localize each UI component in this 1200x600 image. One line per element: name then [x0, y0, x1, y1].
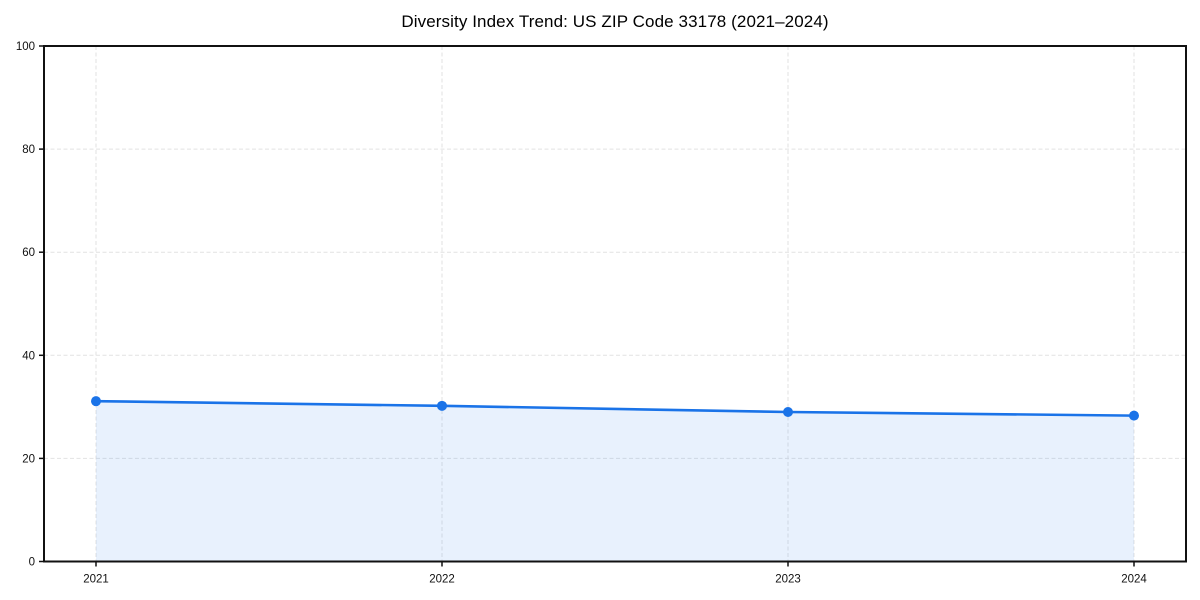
gridlines	[44, 46, 1186, 562]
trend-line	[94, 399, 1136, 417]
data-point-2021	[91, 396, 101, 407]
x-tick-label-2021: 2021	[83, 574, 109, 586]
data-point-2022	[437, 400, 447, 411]
chart-title: Diversity Index Trend: US ZIP Code 33178…	[401, 12, 829, 31]
y-axis: 0 20 40 60 80 100	[16, 41, 44, 569]
y-tick-label-80: 80	[22, 144, 35, 156]
y-tick-label-100: 100	[16, 41, 35, 53]
plot-border	[43, 45, 1187, 563]
x-axis: 2021 2022 2023 2024	[83, 561, 1147, 586]
y-tick-label-20: 20	[22, 453, 35, 465]
x-tick-label-2023: 2023	[775, 574, 801, 586]
data-point-2023	[783, 407, 793, 418]
x-tick-label-2024: 2024	[1121, 574, 1147, 586]
data-point-2024	[1129, 410, 1139, 421]
x-tick-label-2022: 2022	[429, 574, 455, 586]
y-tick-label-40: 40	[22, 350, 35, 362]
y-tick-label-0: 0	[29, 557, 35, 569]
data-points	[91, 396, 1139, 421]
y-tick-label-60: 60	[22, 247, 35, 259]
area-fill	[96, 401, 1134, 562]
